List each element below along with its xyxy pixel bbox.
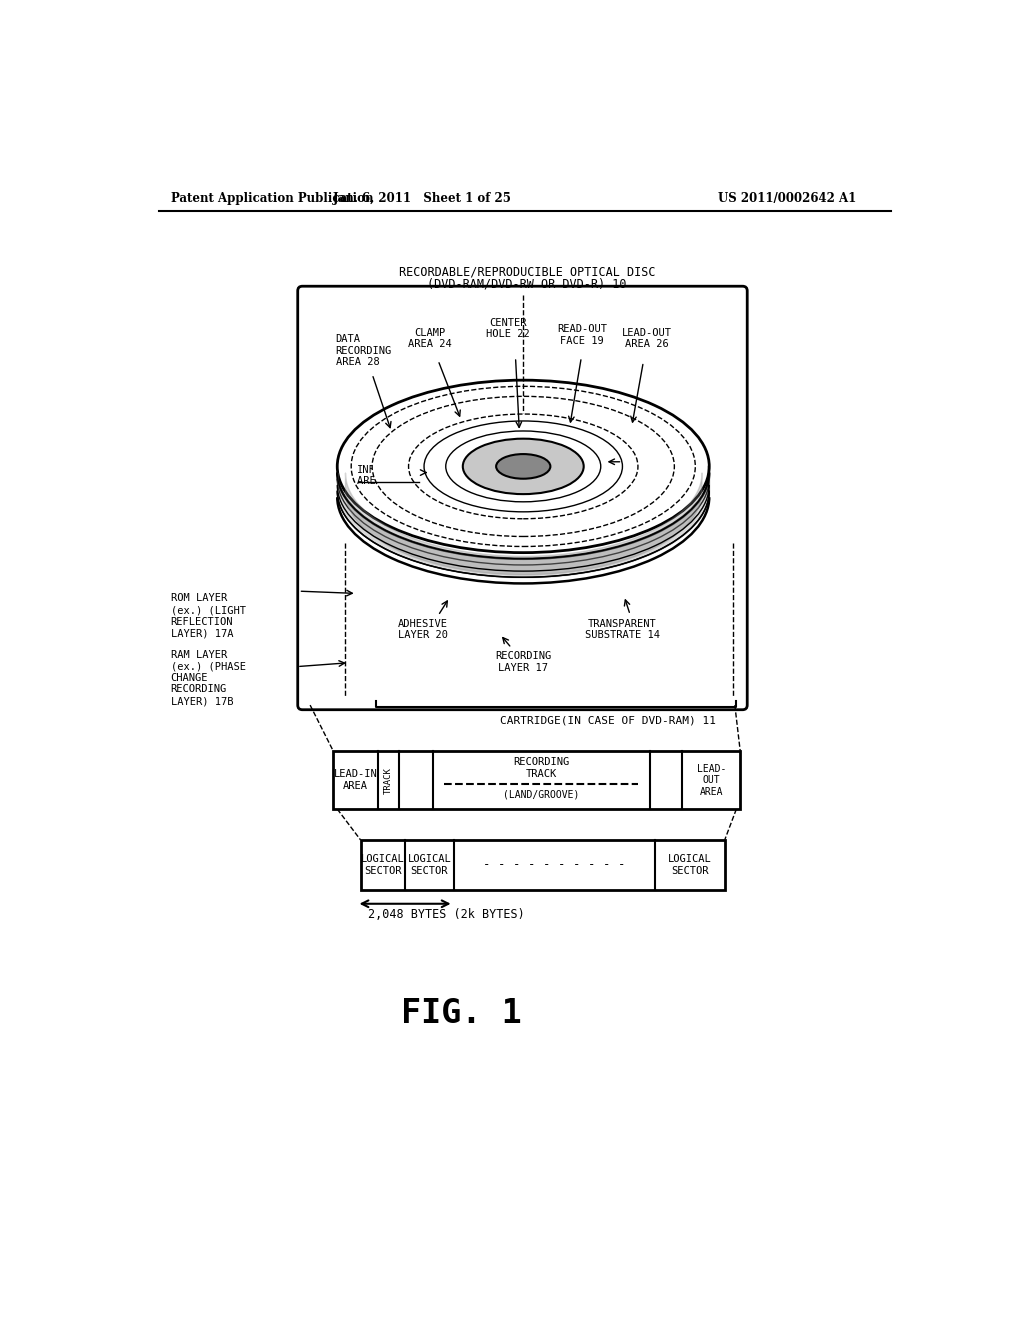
Text: LOGICAL
SECTOR: LOGICAL SECTOR <box>361 854 404 875</box>
Text: FIG. 1: FIG. 1 <box>400 997 521 1030</box>
Text: RECORDING
TRACK: RECORDING TRACK <box>513 758 569 779</box>
Text: ROM LAYER
(ex.) (LIGHT
REFLECTION
LAYER) 17A: ROM LAYER (ex.) (LIGHT REFLECTION LAYER)… <box>171 594 246 639</box>
Text: (LAND/GROOVE): (LAND/GROOVE) <box>503 789 580 799</box>
Ellipse shape <box>445 432 601 502</box>
Text: US 2011/0002642 A1: US 2011/0002642 A1 <box>718 191 856 205</box>
Text: - - - - - - - - - -: - - - - - - - - - - <box>483 858 626 871</box>
Ellipse shape <box>424 421 623 512</box>
Text: CARTRIDGE(IN CASE OF DVD-RAM) 11: CARTRIDGE(IN CASE OF DVD-RAM) 11 <box>500 715 716 725</box>
Ellipse shape <box>337 380 710 553</box>
Text: 2,048 BYTES (2k BYTES): 2,048 BYTES (2k BYTES) <box>369 908 525 921</box>
Text: CENTER
HOLE 22: CENTER HOLE 22 <box>485 318 529 339</box>
Text: INFORMATION
AREA 25: INFORMATION AREA 25 <box>356 465 425 487</box>
Ellipse shape <box>372 396 675 536</box>
Text: TRANSPARENT
SUBSTRATE 14: TRANSPARENT SUBSTRATE 14 <box>585 619 659 640</box>
Ellipse shape <box>351 387 695 546</box>
Text: LOGICAL
SECTOR: LOGICAL SECTOR <box>408 854 452 875</box>
Text: LEAD-IN
AREA: LEAD-IN AREA <box>334 770 377 791</box>
Bar <box>334 751 740 809</box>
Bar <box>360 840 725 890</box>
Text: LEAD-IN
AREA 27: LEAD-IN AREA 27 <box>599 455 643 478</box>
Text: READ-OUT
FACE 19: READ-OUT FACE 19 <box>557 323 607 346</box>
FancyBboxPatch shape <box>298 286 748 710</box>
Ellipse shape <box>409 414 638 519</box>
Text: RECORDABLE/REPRODUCIBLE OPTICAL DISC: RECORDABLE/REPRODUCIBLE OPTICAL DISC <box>399 265 655 279</box>
Text: ADHESIVE
LAYER 20: ADHESIVE LAYER 20 <box>397 619 447 640</box>
Text: TRACK: TRACK <box>384 767 393 793</box>
Text: LEAD-
OUT
AREA: LEAD- OUT AREA <box>696 763 726 797</box>
Text: Jan. 6, 2011   Sheet 1 of 25: Jan. 6, 2011 Sheet 1 of 25 <box>333 191 512 205</box>
Text: RECORDING
LAYER 17: RECORDING LAYER 17 <box>496 651 551 673</box>
Text: RAM LAYER
(ex.) (PHASE
CHANGE
RECORDING
LAYER) 17B: RAM LAYER (ex.) (PHASE CHANGE RECORDING … <box>171 649 246 706</box>
Text: LOGICAL
SECTOR: LOGICAL SECTOR <box>668 854 712 875</box>
Text: CLAMP
AREA 24: CLAMP AREA 24 <box>409 327 453 350</box>
Text: Patent Application Publication: Patent Application Publication <box>171 191 373 205</box>
Text: DATA
RECORDING
AREA 28: DATA RECORDING AREA 28 <box>336 334 392 367</box>
Text: LEAD-OUT
AREA 26: LEAD-OUT AREA 26 <box>623 327 672 350</box>
Text: (DVD-RAM/DVD-RW OR DVD-R) 10: (DVD-RAM/DVD-RW OR DVD-R) 10 <box>427 277 627 290</box>
Ellipse shape <box>496 454 550 479</box>
Ellipse shape <box>463 438 584 494</box>
